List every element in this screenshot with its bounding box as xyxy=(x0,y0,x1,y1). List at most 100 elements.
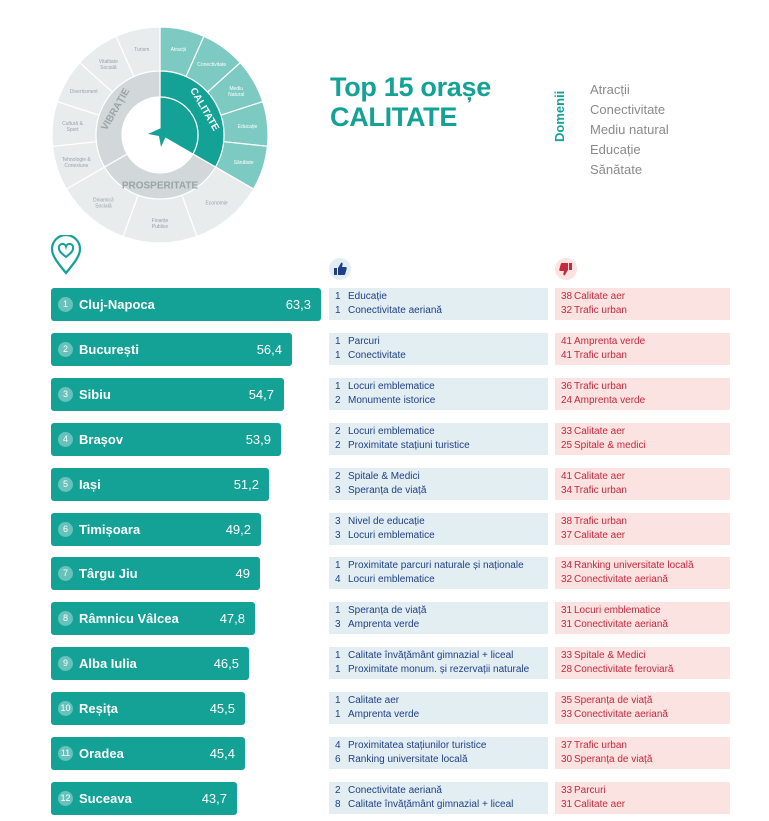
weakness-rank: 33 xyxy=(561,709,573,721)
weakness-rank: 31 xyxy=(561,619,573,631)
rank-badge: 11 xyxy=(58,746,73,761)
domain-item: Atracții xyxy=(590,82,630,97)
strength-item: 1 Conectivitate xyxy=(335,350,406,361)
strength-label: Proximitate parcuri naturale și național… xyxy=(348,560,524,572)
weakness-rank: 30 xyxy=(561,754,573,765)
score-bar: 2 București 56,4 xyxy=(51,332,292,366)
score-bar: 5 Iași 51,2 xyxy=(51,467,269,501)
weakness-rank: 34 xyxy=(561,560,573,572)
weakness-item: 32 Conectivitate aeriană xyxy=(561,574,668,585)
weaknesses-box: 31 Locuri emblematice 31 Conectivitate aeri… xyxy=(555,602,730,635)
score-value: 54,7 xyxy=(248,386,274,402)
strength-rank: 3 xyxy=(335,515,341,527)
strength-rank: 1 xyxy=(335,291,341,302)
city-name: Suceava xyxy=(79,790,132,806)
weakness-item: 38 Trafic urban xyxy=(561,516,627,527)
strength-label: Locuri emblematice xyxy=(348,380,435,392)
weakness-rank: 31 xyxy=(561,798,573,810)
page-title: Top 15 orașe CALITATE xyxy=(330,72,491,132)
strength-label: Proximitate stațiuni turistice xyxy=(348,439,470,451)
wheel-segment-label: Conectivitate xyxy=(197,62,226,68)
strength-item: 2 Locuri emblematice xyxy=(335,426,435,437)
city-name: Cluj-Napoca xyxy=(79,297,155,312)
strength-label: Amprenta verde xyxy=(348,619,420,631)
strengths-box: 1 Calitate învățământ gimnazial + liceal 1… xyxy=(329,647,548,680)
strength-item: 1 Proximitate parcuri naturale și naționa… xyxy=(335,560,524,571)
rank-badge: 10 xyxy=(58,701,73,717)
strength-rank: 1 xyxy=(335,349,341,361)
strength-rank: 2 xyxy=(335,439,341,451)
strength-item: 4 Proximitatea stațiunilor turistice xyxy=(335,740,486,751)
strength-label: Locuri emblematice xyxy=(348,529,435,541)
strength-item: 2 Conectivitate aeriană xyxy=(335,785,442,796)
domains-label-text: Domenii xyxy=(552,90,567,142)
wheel-pillar-label: PROSPERITATE xyxy=(122,181,199,192)
weakness-label: Conectivitate aeriană xyxy=(574,619,668,631)
wheel-segment-label: Cultură & Sport xyxy=(62,121,84,133)
weakness-item: 37 Calitate aer xyxy=(561,530,625,541)
strength-rank: 1 xyxy=(335,305,341,316)
strength-label: Nivel de educație xyxy=(348,515,425,527)
strength-rank: 1 xyxy=(335,335,341,347)
weaknesses-box: 33 Spitale & Medici 28 Conectivitate ferovi… xyxy=(555,647,730,680)
strength-item: 1 Calitate învățământ gimnazial + liceal xyxy=(335,650,513,661)
strength-rank: 2 xyxy=(335,425,341,437)
weakness-label: Spitale & Medici xyxy=(574,650,646,662)
weakness-item: 34 Ranking universitate locală xyxy=(561,560,694,571)
strengths-box: 1 Educație 1 Conectivitate aeriană xyxy=(329,288,548,320)
strength-item: 1 Calitate aer xyxy=(335,695,399,706)
strength-rank: 1 xyxy=(335,650,341,662)
rank-badge: 5 xyxy=(58,476,73,492)
score-value: 45,5 xyxy=(209,701,235,717)
strength-label: Spitale & Medici xyxy=(348,470,420,482)
weakness-rank: 34 xyxy=(561,484,573,496)
weaknesses-box: 36 Trafic urban 24 Amprenta verde xyxy=(555,377,730,410)
strengths-box: 1 Speranța de viață 3 Amprenta verde xyxy=(329,602,548,635)
strength-label: Educație xyxy=(348,291,387,302)
weakness-item: 32 Trafic urban xyxy=(561,305,627,316)
weakness-label: Trafic urban xyxy=(574,349,627,361)
weaknesses-box: 33 Parcuri 31 Calitate aer xyxy=(555,781,730,814)
wheel-vibratie-ring xyxy=(95,70,161,168)
score-bar: 12 Suceava 43,7 xyxy=(51,781,237,815)
city-name: Râmnicu Vâlcea xyxy=(79,611,179,627)
city-name: București xyxy=(79,341,139,357)
strength-item: 3 Nivel de educație xyxy=(335,516,425,527)
strength-label: Calitate învățământ gimnazial + liceal xyxy=(348,798,514,810)
rank-badge: 4 xyxy=(58,431,73,447)
weakness-rank: 41 xyxy=(561,349,573,361)
score-value: 46,5 xyxy=(213,656,239,672)
city-name: Târgu Jiu xyxy=(79,566,138,582)
strength-label: Calitate învățământ gimnazial + liceal xyxy=(348,650,514,662)
rank-badge: 2 xyxy=(58,341,73,357)
strength-item: 1 Educație xyxy=(335,291,387,302)
weaknesses-box: 38 Calitate aer 32 Trafic urban xyxy=(555,288,730,320)
weakness-label: Trafic urban xyxy=(574,305,627,316)
weakness-item: 41 Amprenta verde xyxy=(561,336,645,347)
weaknesses-box: 35 Speranța de viață 33 Conectivitate aeria… xyxy=(555,692,730,725)
strength-rank: 1 xyxy=(335,605,341,617)
weakness-item: 41 Calitate aer xyxy=(561,471,625,482)
strength-item: 1 Proximitate monum. și rezervații natura… xyxy=(335,664,529,675)
weakness-rank: 35 xyxy=(561,695,573,707)
rank-badge: 8 xyxy=(58,611,73,627)
strengths-box: 1 Parcuri 1 Conectivitate xyxy=(329,332,548,365)
weakness-rank: 24 xyxy=(561,394,573,406)
ranking-row: 8 Râmnicu Vâlcea 47,8 1 Speranța de viață 3 Am… xyxy=(0,602,769,636)
domain-item: Conectivitate xyxy=(590,102,666,117)
strength-item: 3 Amprenta verde xyxy=(335,619,419,630)
score-bar: 11 Oradea 45,4 xyxy=(51,737,245,770)
strength-label: Locuri emblematice xyxy=(348,574,435,586)
ranking-row: 5 Iași 51,2 2 Spitale & Medici 3 Speranța de v… xyxy=(0,467,769,502)
wheel-prosperitate-ring xyxy=(103,153,217,200)
weaknesses-box: 37 Trafic urban 30 Speranța de viață xyxy=(555,737,730,769)
heart-pin-icon xyxy=(50,235,82,275)
weakness-item: 34 Trafic urban xyxy=(561,485,627,496)
strength-item: 1 Locuri emblematice xyxy=(335,381,435,392)
strengths-box: 1 Calitate aer 1 Amprenta verde xyxy=(329,692,548,725)
ranking-row: 11 Oradea 45,4 4 Proximitatea stațiunilor tu… xyxy=(0,737,769,771)
city-name: Iași xyxy=(79,476,101,492)
strength-item: 1 Parcuri xyxy=(335,336,380,347)
ranking-row: 1 Cluj-Napoca 63,3 1 Educație 1 Conectivitate … xyxy=(0,288,769,322)
weaknesses-box: 41 Calitate aer 34 Trafic urban xyxy=(555,467,730,500)
